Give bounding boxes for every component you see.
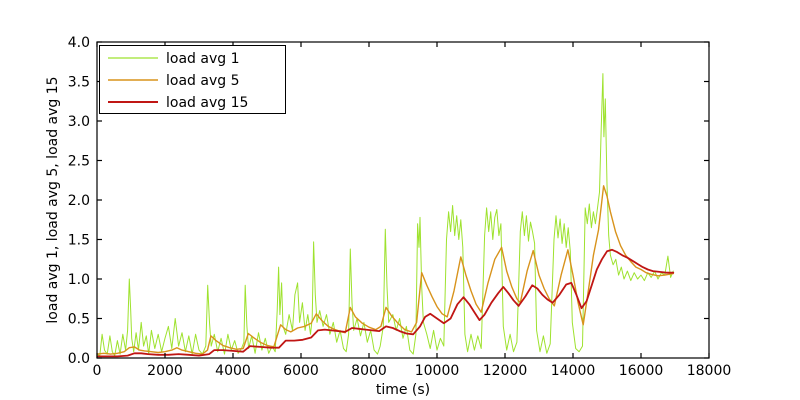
x-tick-label: 14000 bbox=[551, 363, 596, 379]
x-tick-label: 2000 bbox=[147, 363, 183, 379]
y-tick-label: 3.0 bbox=[68, 114, 90, 130]
x-tick-label: 0 bbox=[93, 363, 102, 379]
legend: load avg 1 load avg 5 load avg 15 bbox=[99, 45, 286, 114]
y-tick-label: 0.5 bbox=[68, 312, 90, 328]
x-tick-label: 6000 bbox=[283, 363, 319, 379]
y-tick-labels: 0.0 0.5 1.0 1.5 2.0 2.5 3.0 3.5 4.0 bbox=[68, 35, 90, 367]
series-line-load-avg-15 bbox=[97, 248, 675, 358]
legend-label-load-avg-5: load avg 5 bbox=[166, 73, 239, 89]
y-tick-label: 2.5 bbox=[68, 154, 90, 170]
y-tick-label: 1.0 bbox=[68, 272, 90, 288]
series-line-load-avg-5 bbox=[97, 185, 674, 355]
legend-label-load-avg-15: load avg 15 bbox=[166, 95, 248, 111]
plot-border bbox=[96, 41, 710, 359]
y-tick-label: 3.5 bbox=[68, 75, 90, 91]
x-tick-label: 4000 bbox=[215, 363, 251, 379]
series-group bbox=[97, 73, 675, 358]
x-tick-label: 12000 bbox=[483, 363, 528, 379]
x-tick-label: 8000 bbox=[351, 363, 387, 379]
y-tick-label: 1.5 bbox=[68, 233, 90, 249]
x-tick-label: 16000 bbox=[619, 363, 664, 379]
x-tick-label: 18000 bbox=[687, 363, 732, 379]
y-tick-label: 2.0 bbox=[68, 193, 90, 209]
series-line-load-avg-1 bbox=[97, 73, 674, 357]
y-tick-label: 4.0 bbox=[68, 35, 90, 51]
x-tick-labels: 0 2000 4000 6000 8000 10000 12000 14000 16000 180… bbox=[93, 363, 732, 379]
y-tick-label: 0.0 bbox=[68, 351, 90, 367]
x-tick-label: 10000 bbox=[415, 363, 460, 379]
legend-label-load-avg-1: load avg 1 bbox=[166, 51, 239, 67]
x-axis-label: time (s) bbox=[376, 382, 430, 398]
y-axis-label: load avg 1, load avg 5, load avg 15 bbox=[45, 76, 61, 323]
